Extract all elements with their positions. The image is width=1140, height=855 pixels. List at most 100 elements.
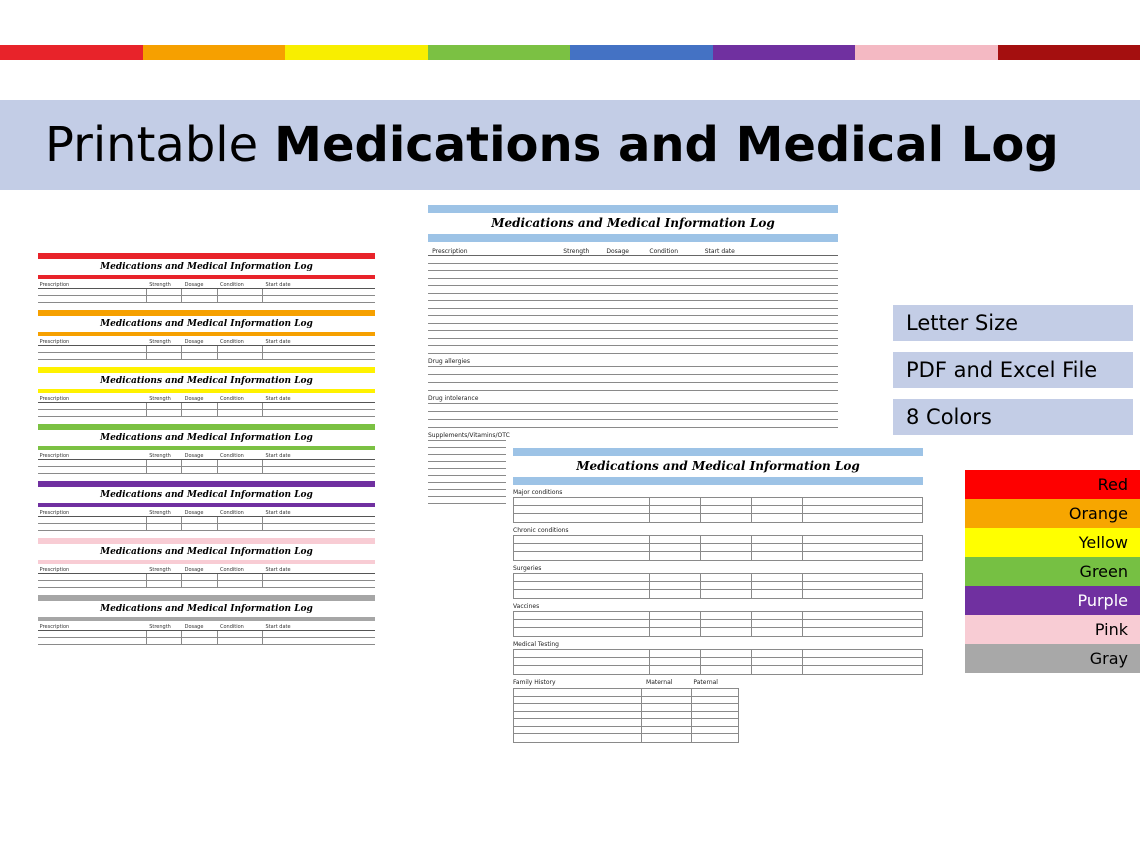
column-divider <box>262 517 264 531</box>
legend-row-purple: Purple <box>965 586 1140 615</box>
sheet-rows <box>38 574 375 588</box>
column-header-dosage: Dosage <box>606 248 629 255</box>
table-row <box>428 324 838 331</box>
page-title: Printable Medications and Medical Log <box>45 117 1059 173</box>
feature-letter-size: Letter Size <box>893 305 1133 341</box>
column-divider <box>699 574 701 598</box>
stripe-segment <box>570 45 713 60</box>
table-row <box>428 441 506 448</box>
accent-bar <box>513 448 923 456</box>
sheet-color-bar <box>38 367 375 373</box>
table-row <box>514 582 922 590</box>
table-row <box>514 590 922 598</box>
column-divider <box>648 498 650 522</box>
column-headers: Prescription Strength Dosage Condition S… <box>428 247 838 256</box>
table-row <box>514 734 738 742</box>
column-header-start-date: Start date <box>265 510 291 516</box>
legend-label: Yellow <box>1078 533 1128 552</box>
sheet-title: Medications and Medical Information Log <box>100 490 313 500</box>
color-legend: Red Orange Yellow Green Purple Pink Gray <box>965 470 1140 673</box>
feature-pdf-excel: PDF and Excel File <box>893 352 1133 388</box>
medical-testing-table <box>513 649 923 675</box>
legend-row-green: Green <box>965 557 1140 586</box>
table-row <box>514 666 922 674</box>
column-header-prescription: Prescription <box>39 339 70 345</box>
column-header-strength: Strength <box>149 624 171 630</box>
table-row <box>428 420 838 428</box>
sheet-title: Medications and Medical Information Log <box>491 216 775 230</box>
column-divider <box>145 517 147 531</box>
column-divider <box>801 650 803 674</box>
column-header-condition: Condition <box>219 510 244 516</box>
drug-intolerance-table <box>428 402 838 428</box>
column-header-prescription: Prescription <box>39 510 70 516</box>
accent-bar <box>428 234 838 242</box>
legend-label: Purple <box>1077 591 1128 610</box>
mini-sheet-orange: Medications and Medical Information Log … <box>38 310 375 360</box>
column-divider <box>145 346 147 360</box>
table-row <box>428 476 506 483</box>
maternal-column-header: Maternal <box>646 679 673 686</box>
table-row <box>514 620 922 628</box>
section-label-family-history: Family History <box>513 679 556 686</box>
table-row <box>428 294 838 301</box>
mini-sheet-green: Medications and Medical Information Log … <box>38 424 375 474</box>
column-divider <box>750 536 752 560</box>
mini-sheet-pink: Medications and Medical Information Log … <box>38 538 375 588</box>
column-header-start-date: Start date <box>704 248 735 255</box>
paternal-column-header: Paternal <box>693 679 718 686</box>
column-divider <box>699 612 701 636</box>
table-row <box>38 410 375 417</box>
chronic-conditions-table <box>513 535 923 561</box>
table-row <box>514 712 738 719</box>
table-row <box>38 574 375 581</box>
legend-row-gray: Gray <box>965 644 1140 673</box>
column-divider <box>145 403 147 417</box>
major-conditions-table <box>513 497 923 523</box>
sheet-title: Medications and Medical Information Log <box>576 459 860 473</box>
table-row <box>514 719 738 727</box>
family-history-headers: Family History Maternal Paternal <box>513 679 739 688</box>
sheet-color-bar <box>38 503 375 507</box>
legend-row-yellow: Yellow <box>965 528 1140 557</box>
column-divider <box>216 574 218 588</box>
sheet-title: Medications and Medical Information Log <box>100 262 313 272</box>
sheet-color-bar <box>38 310 375 316</box>
page-preview-medical-info: Medications and Medical Information Log … <box>513 448 923 748</box>
table-row <box>428 331 838 339</box>
column-divider <box>145 631 147 645</box>
table-row <box>514 704 738 712</box>
column-header-strength: Strength <box>149 396 171 402</box>
column-header-prescription: Prescription <box>39 282 70 288</box>
title-regular: Printable <box>45 117 259 173</box>
column-divider <box>181 517 183 531</box>
column-divider <box>262 346 264 360</box>
legend-row-red: Red <box>965 470 1140 499</box>
column-header-condition: Condition <box>219 339 244 345</box>
column-header-strength: Strength <box>149 453 171 459</box>
column-header-prescription: Prescription <box>39 624 70 630</box>
column-divider <box>648 536 650 560</box>
supplements-table <box>428 439 506 504</box>
prescriptions-table <box>428 256 838 354</box>
column-divider <box>648 574 650 598</box>
sheet-color-bar <box>38 617 375 621</box>
mini-sheet-red: Medications and Medical Information Log … <box>38 253 375 303</box>
column-divider <box>262 631 264 645</box>
stripe-segment <box>855 45 998 60</box>
column-header-condition: Condition <box>219 396 244 402</box>
legend-label: Pink <box>1094 620 1128 639</box>
column-divider <box>181 460 183 474</box>
table-row <box>514 506 922 514</box>
table-row <box>514 498 922 506</box>
column-header-prescription: Prescription <box>39 453 70 459</box>
section-label-drug-allergies: Drug allergies <box>428 357 470 365</box>
sheet-color-bar <box>38 481 375 487</box>
column-header-start-date: Start date <box>265 624 291 630</box>
table-row <box>428 316 838 324</box>
sheet-color-bar <box>38 595 375 601</box>
column-header-dosage: Dosage <box>184 510 204 516</box>
column-divider <box>699 536 701 560</box>
column-header-start-date: Start date <box>265 282 291 288</box>
column-header-dosage: Dosage <box>184 624 204 630</box>
